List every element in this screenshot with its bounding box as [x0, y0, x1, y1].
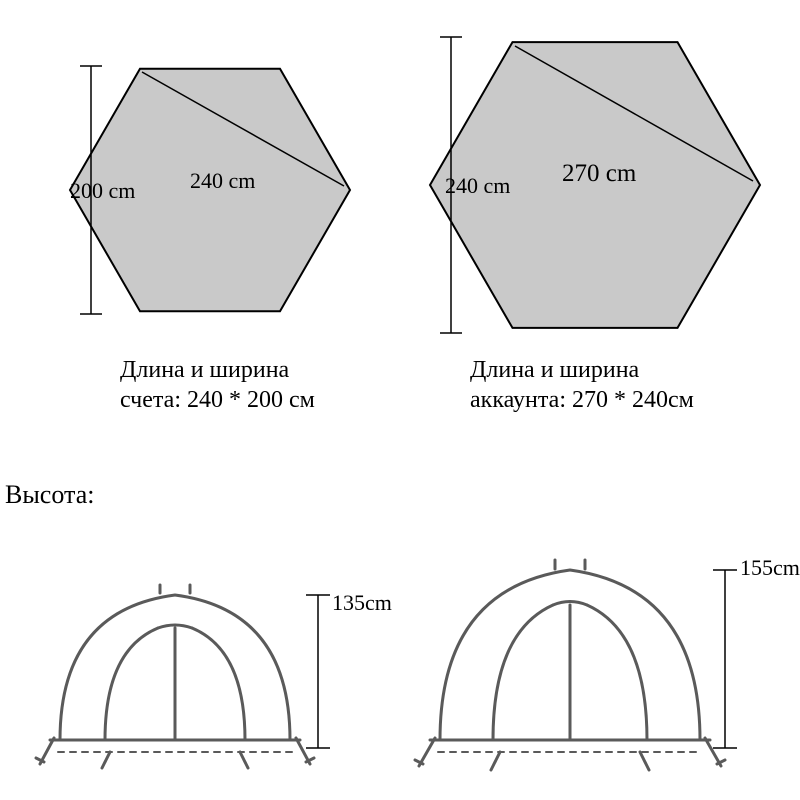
- hex-right-height-label: 240 cm: [445, 173, 510, 199]
- caption-left-line2: счета: 240 * 200 см: [120, 385, 315, 415]
- hex-right-diag-label: 270 cm: [562, 160, 636, 188]
- caption-left: Длина и ширина счета: 240 * 200 см: [120, 355, 315, 415]
- tent-left-svg: [10, 540, 400, 800]
- caption-left-line1: Длина и ширина: [120, 355, 315, 385]
- tent-left-height-label: 135cm: [332, 590, 392, 616]
- hex-left-height-label: 200 cm: [70, 178, 135, 204]
- caption-right: Длина и ширина аккаунта: 270 * 240см: [470, 355, 694, 415]
- tent-right-height-label: 155cm: [740, 555, 800, 581]
- diagram-canvas: 200 cm 240 cm 240 cm 270 cm Длина и шири…: [0, 0, 800, 800]
- caption-right-line2: аккаунта: 270 * 240см: [470, 385, 694, 415]
- caption-right-line1: Длина и ширина: [470, 355, 694, 385]
- height-section-label: Высота:: [5, 480, 94, 510]
- hex-left-diag-label: 240 cm: [190, 168, 255, 194]
